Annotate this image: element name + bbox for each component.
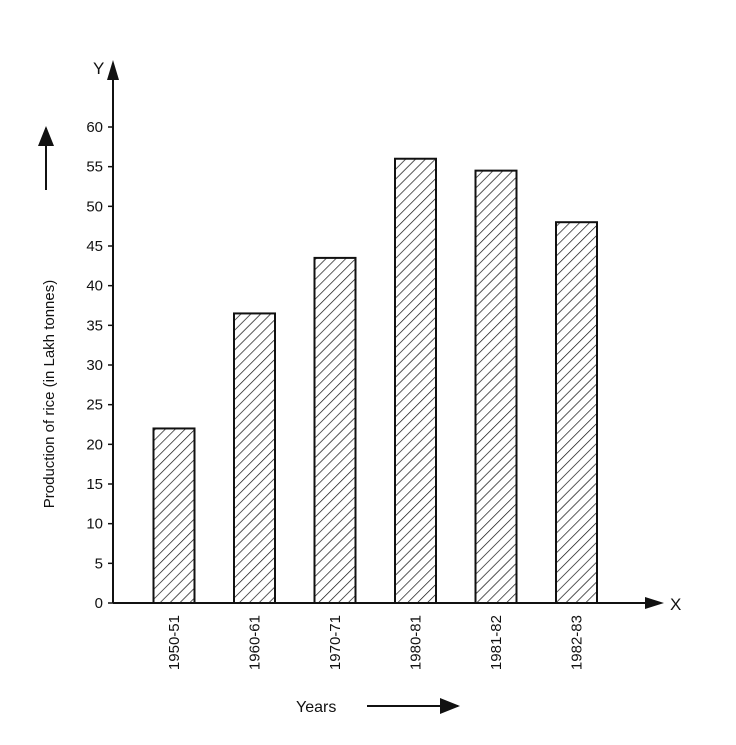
x-tick-label: 1970-71 <box>327 615 344 670</box>
y-axis-arrowhead <box>107 60 119 80</box>
y-tick-label: 60 <box>86 119 103 136</box>
x-tick-label: 1950-51 <box>166 615 183 670</box>
bar-1981-82 <box>474 169 518 604</box>
y-tick-label: 15 <box>86 476 103 493</box>
x-axis-letter: X <box>670 595 681 614</box>
x-axis-arrowhead <box>645 597 664 609</box>
y-tick-label: 30 <box>86 357 103 374</box>
bar-1982-83 <box>555 221 598 604</box>
y-tick-label: 10 <box>86 516 103 533</box>
y-tick-label: 45 <box>86 238 103 255</box>
y-tick-label: 20 <box>86 436 103 453</box>
y-axis-letter: Y <box>93 59 104 78</box>
bar-1980-81 <box>394 157 437 604</box>
y-tick-label: 5 <box>95 555 103 572</box>
x-tick-label: 1982-83 <box>569 615 586 670</box>
x-tick-label: 1980-81 <box>408 615 425 670</box>
y-tick-label: 40 <box>86 278 103 295</box>
bar-1950-51 <box>152 427 196 605</box>
y-tick-label: 50 <box>86 198 103 215</box>
x-tick-label: 1981-82 <box>488 615 505 670</box>
y-tick-label: 0 <box>95 595 103 612</box>
bar-1970-71 <box>313 256 357 604</box>
x-tick-label: 1960-61 <box>247 615 264 670</box>
x-axis-label: Years <box>296 699 336 716</box>
bar-1960-61 <box>233 312 276 604</box>
y-axis-label: Production of rice (in Lakh tonnes) <box>41 280 58 508</box>
y-tick-label: 25 <box>86 397 103 414</box>
y-tick-label: 55 <box>86 159 103 176</box>
y-tick-label: 35 <box>86 317 103 334</box>
